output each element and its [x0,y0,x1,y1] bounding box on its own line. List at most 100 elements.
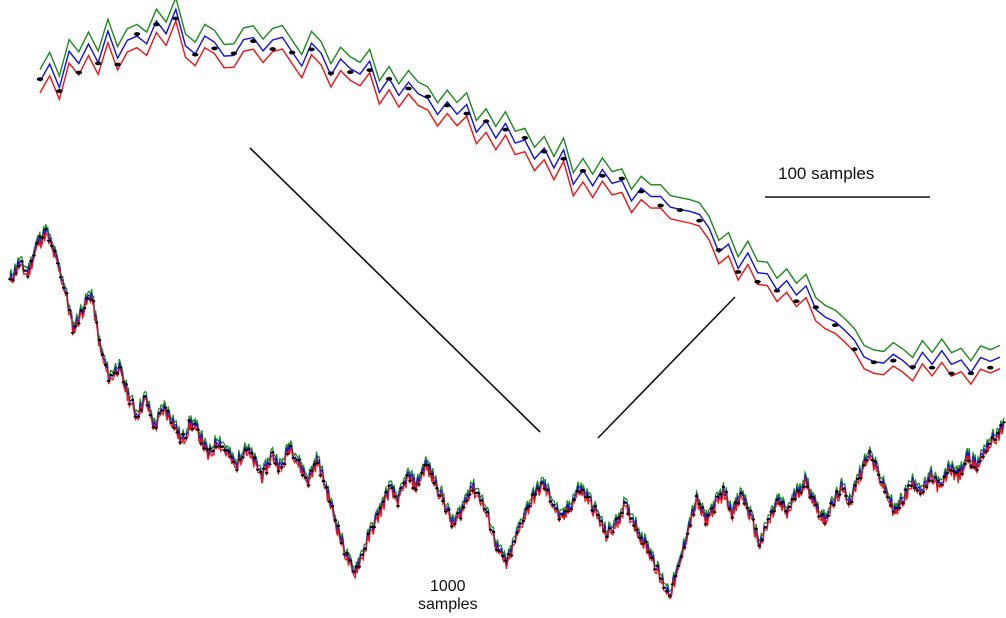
sample-marker [521,135,528,140]
sample-marker [697,502,702,506]
sample-marker [596,514,600,517]
sample-marker [58,276,63,279]
sample-marker [811,495,815,498]
sample-marker [870,459,875,462]
sample-marker [927,479,932,482]
sample-marker [187,419,191,422]
sample-marker [270,451,275,454]
sample-marker [700,506,705,509]
sample-marker [482,119,490,124]
sample-marker [823,522,827,525]
series-green-line [39,0,1001,363]
sample-marker [491,530,496,534]
scale-label-1000-samples: 1000 samples [418,578,478,614]
sample-marker [542,487,547,490]
sample-marker [963,462,967,466]
sample-marker [95,61,102,66]
sample-marker [793,299,800,304]
sample-marker [763,526,767,529]
sample-marker [61,286,66,289]
sample-marker [315,461,320,464]
sample-marker [623,501,627,504]
zoom-connector-left [249,147,541,433]
sample-marker [109,374,114,377]
sample-marker [667,595,672,598]
sample-marker [151,426,156,429]
sample-marker [235,468,239,471]
sample-marker [267,463,272,466]
sample-marker [494,548,499,551]
sample-marker [136,415,141,418]
sample-marker [773,288,781,293]
sample-marker [832,323,839,328]
sample-marker [178,441,182,444]
sample-marker [464,499,469,502]
sample-marker [202,447,206,450]
sample-marker [957,468,961,471]
sample-marker [363,548,368,551]
sample-marker [390,486,394,489]
sample-marker [312,463,317,466]
sample-marker [148,414,153,417]
sample-marker [873,460,878,463]
sample-marker [429,472,433,476]
sample-marker [858,477,863,480]
sample-marker [945,471,950,475]
sample-marker [548,500,553,503]
sample-marker [563,510,567,513]
sample-marker [733,501,738,504]
sample-marker [354,565,359,568]
sample-marker [327,500,332,503]
sample-marker [939,483,944,486]
sample-marker [682,546,687,549]
sample-marker [64,292,69,295]
sample-marker [664,590,669,593]
sample-marker [876,473,881,476]
sample-marker [214,445,218,448]
sample-marker [948,469,953,472]
sample-marker [676,208,684,213]
sample-marker [688,524,693,527]
sample-marker [888,504,893,507]
sample-marker [539,481,544,484]
sample-marker [820,513,824,516]
sample-marker [981,455,985,458]
sample-marker [41,236,45,239]
sample-marker [575,490,579,493]
sample-marker [485,511,490,514]
sample-marker [954,471,958,474]
sample-marker [605,535,609,538]
sample-marker [718,493,723,496]
sample-marker [509,554,514,557]
sample-marker [853,484,857,487]
sample-marker [241,456,245,459]
sample-marker [751,518,756,521]
sample-marker [812,305,819,310]
sample-marker [891,510,896,513]
sample-marker [184,437,188,440]
sample-marker [193,422,197,425]
sample-marker [67,309,72,312]
sample-marker [172,426,176,429]
sample-marker [933,476,938,479]
sample-marker [778,502,782,505]
sample-marker [850,501,854,504]
sample-marker [35,242,39,245]
sample-marker [264,471,269,475]
sample-marker [385,76,393,81]
sample-marker [220,445,224,449]
sample-marker [426,464,430,467]
sample-marker [670,583,675,586]
sample-marker [584,496,588,499]
sample-marker [861,464,866,467]
sample-marker [614,517,618,520]
sample-marker [620,512,624,515]
sample-marker [76,322,81,325]
sample-marker [909,484,914,488]
sample-marker [721,485,726,488]
sample-marker [211,46,218,51]
sample-marker [339,541,344,544]
sample-marker [303,476,308,479]
sample-marker [306,484,311,487]
